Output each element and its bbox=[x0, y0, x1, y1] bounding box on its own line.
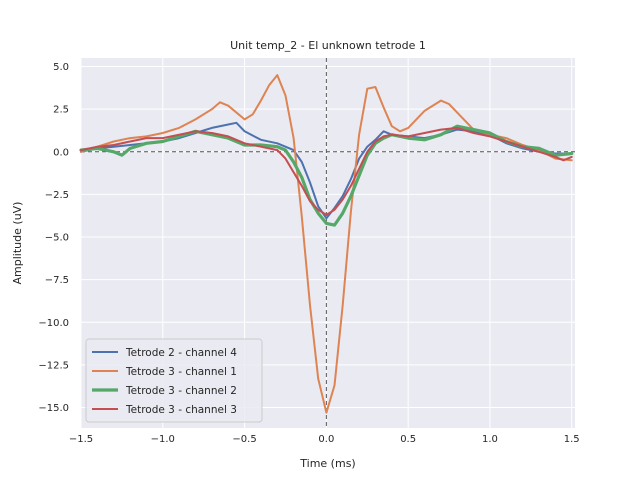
legend-label: Tetrode 3 - channel 1 bbox=[125, 366, 237, 378]
x-tick-label: 1.5 bbox=[564, 434, 580, 445]
x-tick-label: 0.0 bbox=[318, 434, 334, 445]
y-tick-label: 0.0 bbox=[53, 147, 69, 158]
y-tick-label: 5.0 bbox=[53, 62, 69, 73]
reference-lines bbox=[81, 58, 575, 428]
x-tick-label: −1.0 bbox=[151, 434, 175, 445]
y-tick-label: −12.5 bbox=[38, 360, 69, 371]
x-axis-ticks: −1.5 −1.0 −0.5 0.0 0.5 1.0 1.5 bbox=[69, 434, 580, 445]
y-axis-title: Amplitude (uV) bbox=[11, 202, 24, 285]
y-tick-label: −15.0 bbox=[38, 403, 69, 414]
legend-box bbox=[85, 338, 263, 423]
series-line-3 bbox=[79, 124, 574, 227]
y-tick-label: 2.5 bbox=[53, 105, 69, 116]
legend-label: Tetrode 3 - channel 2 bbox=[125, 385, 237, 397]
x-tick-label: 0.5 bbox=[400, 434, 416, 445]
series-layer bbox=[79, 74, 574, 414]
chart-title: Unit temp_2 - El unknown tetrode 1 bbox=[230, 39, 426, 52]
x-tick-label: 1.0 bbox=[482, 434, 498, 445]
x-tick-label: −0.5 bbox=[232, 434, 256, 445]
legend-label: Tetrode 2 - channel 4 bbox=[125, 347, 237, 359]
y-tick-label: −7.5 bbox=[45, 275, 69, 286]
y-axis-ticks: 5.0 2.5 0.0 −2.5 −5.0 −7.5 −10.0 −12.5 −15.0 bbox=[38, 62, 69, 414]
legend: Tetrode 2 - channel 4 Tetrode 3 - channel… bbox=[85, 338, 263, 423]
legend-label: Tetrode 3 - channel 3 bbox=[125, 404, 237, 416]
series-line-2 bbox=[80, 74, 573, 414]
y-tick-label: −5.0 bbox=[45, 233, 69, 244]
x-tick-label: −1.5 bbox=[69, 434, 93, 445]
x-axis-title: Time (ms) bbox=[299, 457, 355, 470]
y-tick-label: −2.5 bbox=[45, 190, 69, 201]
series-line-4 bbox=[80, 126, 573, 216]
y-tick-label: −10.0 bbox=[38, 318, 69, 329]
